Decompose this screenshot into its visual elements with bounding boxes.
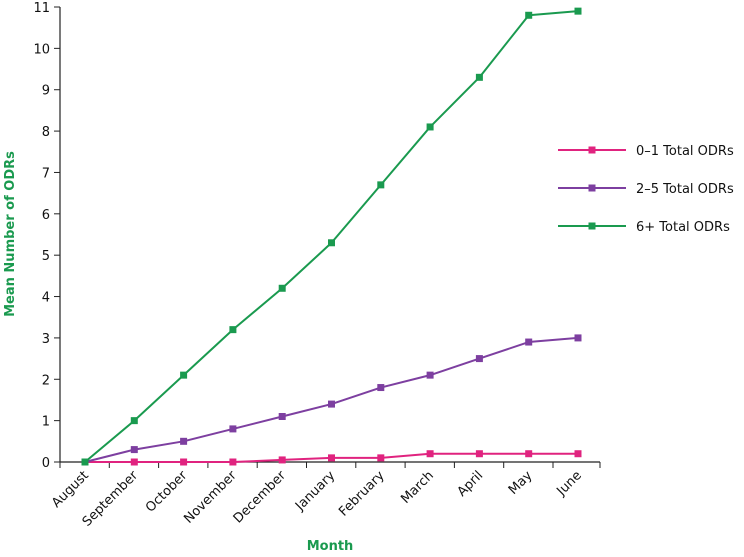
data-point-marker (426, 450, 434, 458)
data-point-marker (426, 123, 434, 131)
data-point-marker (130, 458, 138, 466)
x-tick-label: March (398, 468, 437, 507)
data-point-marker (180, 437, 188, 445)
x-tick-label: June (553, 468, 584, 499)
y-tick-label: 7 (42, 166, 50, 181)
series-line-1 (84, 336, 579, 463)
data-point-marker (180, 458, 188, 466)
x-axis-title: Month (307, 539, 354, 554)
y-tick-label: 3 (42, 332, 50, 347)
legend-marker (588, 146, 596, 154)
data-point-marker (180, 371, 188, 379)
data-point-marker (426, 371, 434, 379)
data-point-marker (475, 355, 483, 363)
data-point-marker (130, 417, 138, 425)
data-point-marker (475, 73, 483, 81)
legend-label: 0–1 Total ODRs (636, 144, 734, 159)
x-tick-label: February (336, 468, 388, 520)
data-point-marker (525, 450, 533, 458)
series-lines (81, 7, 582, 466)
data-point-marker (229, 458, 237, 466)
y-tick-label: 8 (42, 125, 50, 140)
y-tick-label: 2 (42, 373, 50, 388)
y-tick-label: 1 (42, 415, 50, 430)
data-point-marker (525, 338, 533, 346)
data-point-marker (328, 400, 335, 408)
legend: 0–1 Total ODRs 2–5 Total ODRs 6+ Total ODR… (558, 144, 734, 235)
data-point-marker (328, 239, 335, 247)
legend-label: 6+ Total ODRs (636, 220, 730, 235)
x-tick-label: May (506, 468, 536, 498)
y-axis-title: Mean Number of ODRs (3, 151, 18, 317)
x-tick-label: December (231, 468, 290, 527)
x-tick-label: October (143, 468, 191, 516)
data-point-marker (377, 454, 385, 462)
data-point-marker (377, 181, 385, 189)
y-tick-label: 4 (42, 291, 50, 306)
data-point-marker (229, 326, 237, 334)
legend-marker (588, 222, 596, 230)
data-point-marker (278, 413, 286, 420)
legend-label: 2–5 Total ODRs (636, 182, 734, 197)
series-line-2 (84, 10, 579, 463)
data-point-marker (278, 284, 286, 292)
data-point-marker (475, 450, 483, 458)
data-point-marker (574, 334, 582, 342)
data-point-marker (525, 11, 533, 19)
data-point-marker (574, 450, 582, 458)
legend-marker (588, 184, 596, 192)
data-point-marker (328, 454, 335, 462)
data-point-marker (81, 458, 89, 466)
y-tick-label: 9 (42, 84, 50, 99)
x-tick-label: January (292, 468, 338, 514)
y-tick-label: 10 (33, 42, 50, 57)
y-tick-label: 11 (33, 1, 50, 16)
y-tick-label: 0 (42, 456, 50, 471)
y-tick-label: 6 (42, 208, 50, 223)
x-tick-label: August (49, 468, 92, 511)
data-point-marker (377, 384, 385, 392)
data-point-marker (574, 7, 582, 15)
x-tick-label: April (455, 468, 487, 500)
data-point-marker (229, 425, 237, 433)
data-point-marker (278, 456, 286, 464)
data-point-marker (130, 446, 138, 454)
y-tick-label: 5 (42, 249, 50, 264)
